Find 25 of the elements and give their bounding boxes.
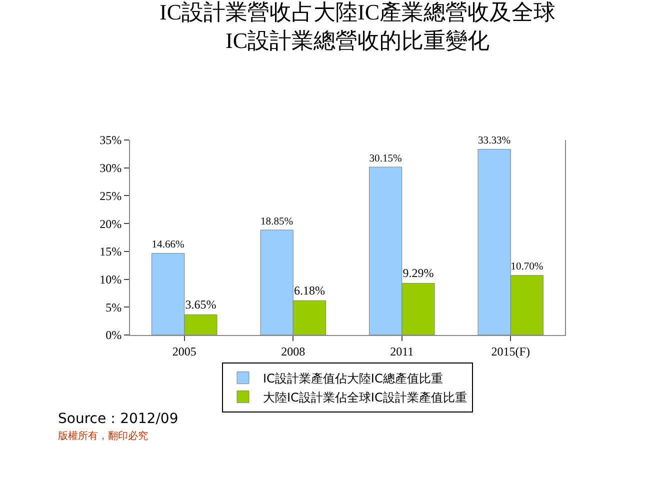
x-tick-label: 2015(F) — [491, 344, 530, 358]
x-tick-label: 2011 — [390, 344, 414, 358]
y-tick-label: 0% — [106, 328, 122, 342]
x-tick-label: 2005 — [172, 344, 196, 358]
data-label: 14.66% — [152, 240, 185, 251]
y-tick-label: 15% — [100, 244, 122, 259]
data-label: 30.15% — [369, 153, 402, 164]
y-tick-label: 30% — [100, 161, 122, 176]
data-label: 6.18% — [294, 284, 325, 298]
text: 版權所有，翻印必究 — [58, 430, 148, 442]
data-label: 33.33% — [478, 136, 511, 147]
data-label: 9.29% — [402, 266, 434, 280]
legend-label: IC設計業產值佔大陸IC總產值比重 — [263, 371, 443, 386]
y-tick-label: 35% — [100, 133, 122, 148]
y-tick-label: 20% — [100, 216, 122, 231]
y-tick-label: 10% — [100, 272, 122, 286]
y-tick-label: 5% — [106, 300, 122, 314]
data-label: 10.70% — [510, 262, 544, 273]
legend-label: 大陸IC設計業佔全球IC設計業產值比重 — [263, 390, 467, 404]
data-label: 18.85% — [260, 216, 294, 228]
y-tick-label: 25% — [100, 188, 122, 203]
chart-title: IC設計業營收占大陸IC產業總營收及全球 IC設計業總營收的比重變化 — [160, 0, 556, 53]
x-tick-label: 2008 — [281, 344, 306, 358]
source-note: Source：2012/09 — [58, 411, 178, 427]
data-label: 3.65% — [185, 298, 216, 312]
